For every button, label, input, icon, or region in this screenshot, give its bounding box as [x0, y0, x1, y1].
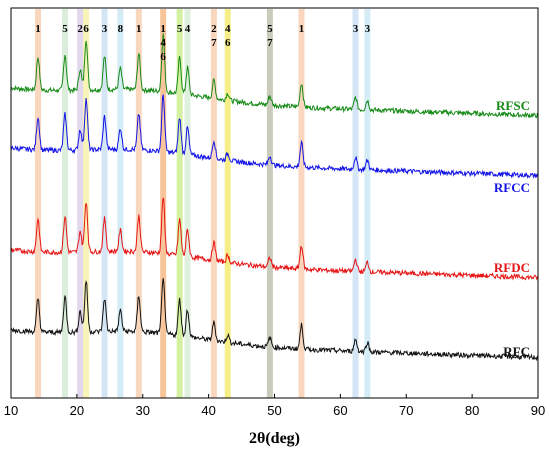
series-line-rfsc	[10, 33, 539, 119]
highlight-band	[135, 9, 142, 398]
highlight-band	[364, 9, 371, 398]
highlight-band	[77, 9, 84, 398]
series-layer	[10, 33, 539, 362]
x-tick-label: 10	[4, 403, 18, 418]
highlight-band	[224, 9, 231, 398]
highlight-band	[266, 9, 273, 398]
highlight-band	[35, 9, 42, 398]
peak-label: 5	[62, 23, 68, 35]
series-label-rfcc: RFCC	[494, 180, 530, 195]
series-line-rfc	[10, 278, 539, 362]
x-axis: 10 20 30 40 50 60 70 80 90	[4, 394, 545, 418]
x-axis-label: 2θ(deg)	[249, 430, 300, 447]
x-tick-label: 80	[465, 403, 479, 418]
peak-label: 4	[185, 23, 191, 35]
x-tick-label: 20	[70, 403, 84, 418]
highlight-band	[210, 9, 217, 398]
peak-label: 3	[102, 23, 108, 35]
peak-label: 5	[177, 23, 183, 35]
highlight-band	[160, 9, 167, 398]
x-tick-label: 60	[333, 403, 347, 418]
plot-frame	[10, 7, 539, 399]
peak-label: 3	[365, 23, 371, 35]
x-tick-label: 50	[267, 403, 281, 418]
highlight-band	[184, 9, 191, 398]
series-label-rfc: RFC	[503, 344, 530, 359]
peak-label: 1	[35, 23, 41, 35]
peak-label: 2	[77, 23, 83, 35]
highlight-band	[101, 9, 108, 398]
peak-label: 6	[83, 23, 89, 35]
peak-label: 1	[299, 23, 305, 35]
x-tick-label: 30	[136, 403, 150, 418]
series-labels: RFSC RFCC RFDC RFC	[494, 98, 530, 359]
x-tick-label: 70	[399, 403, 413, 418]
peak-label: 3	[353, 23, 359, 35]
highlight-band	[298, 9, 305, 398]
series-label-rfsc: RFSC	[496, 98, 530, 113]
highlight-band	[352, 9, 359, 398]
highlight-band	[62, 9, 69, 398]
peak-labels: 1 5 2 6 3 8 1 1 4 65 4 2 74 65 71 3 3	[35, 23, 370, 63]
peak-label: 1	[136, 23, 142, 35]
peak-label: 8	[118, 23, 124, 35]
highlight-band	[117, 9, 124, 398]
x-tick-label: 40	[201, 403, 215, 418]
highlight-band	[176, 9, 183, 398]
series-line-rfdc	[10, 197, 539, 281]
highlight-bands	[35, 9, 371, 398]
series-line-rfcc	[10, 94, 539, 179]
series-label-rfdc: RFDC	[494, 260, 530, 275]
x-tick-label: 90	[531, 403, 545, 418]
